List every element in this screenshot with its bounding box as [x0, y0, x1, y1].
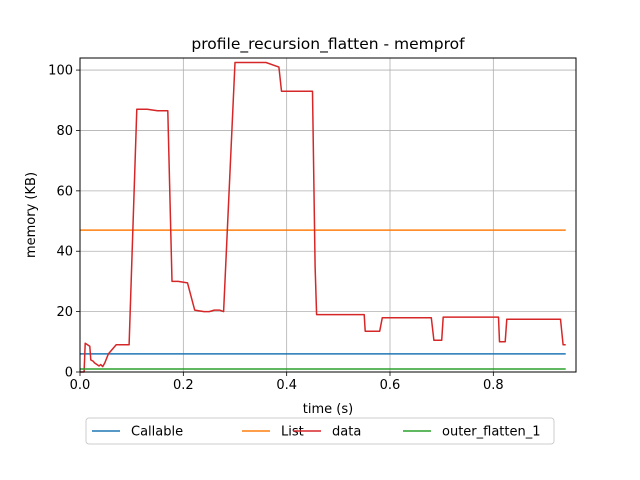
- series-layer: [80, 61, 566, 373]
- series-line-data: [80, 61, 566, 373]
- x-tick-label: 0.2: [173, 378, 194, 393]
- grid: [79, 58, 576, 373]
- chart-title: profile_recursion_flatten - memprof: [191, 35, 465, 54]
- y-axis-label: memory (KB): [24, 172, 39, 258]
- legend-label-data: data: [332, 425, 361, 440]
- y-tick-label: 0: [65, 366, 73, 381]
- legend: Callable List data outer_flatten_1: [85, 417, 555, 445]
- legend-label-list: List: [281, 425, 304, 440]
- x-tick-label: 0.6: [380, 378, 401, 393]
- x-axis: 0.0 0.2 0.4 0.6 0.8: [70, 372, 504, 393]
- y-tick-label: 100: [48, 64, 73, 79]
- x-axis-label: time (s): [303, 402, 353, 417]
- x-tick-label: 0.0: [70, 378, 91, 393]
- plot-frame: [79, 57, 577, 373]
- legend-label-outer-flatten-1: outer_flatten_1: [442, 425, 541, 440]
- y-tick-label: 40: [56, 245, 73, 260]
- y-tick-label: 80: [56, 124, 73, 139]
- legend-label-callable: Callable: [131, 425, 183, 440]
- y-tick-label: 20: [56, 305, 73, 320]
- x-tick-label: 0.8: [483, 378, 504, 393]
- x-tick-label: 0.4: [276, 378, 297, 393]
- y-axis: 0 20 40 60 80 100: [48, 64, 80, 381]
- y-tick-label: 60: [56, 184, 73, 199]
